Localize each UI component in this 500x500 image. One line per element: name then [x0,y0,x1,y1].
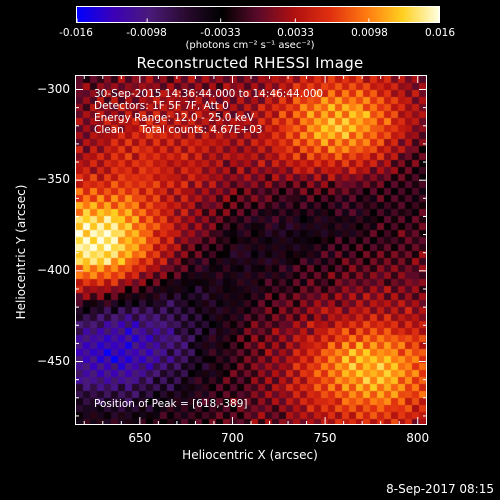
x-tick-label: 650 [128,431,152,445]
colorbar-tick-label: -0.0098 [126,27,167,39]
colorbar-tick-label: 0.016 [424,27,456,39]
x-axis-label: Heliocentric X (arcsec) [182,448,318,462]
annotation-peak-position: Position of Peak = [618,-389] [94,398,248,410]
annotation-time-range: 30-Sep-2015 14:36:44.000 to 14:46:44.000 [94,88,324,100]
y-tick-label: −300 [37,81,70,96]
y-axis-label: Heliocentric Y (arcsec) [14,184,28,320]
x-tick-label: 800 [406,431,430,445]
y-tick-label: −450 [37,353,70,368]
colorbar-gradient [77,7,439,22]
plot-area [75,75,427,425]
annotation-clean-counts: Clean Total counts: 4.67E+03 [94,124,263,136]
colorbar-tick-label: 0.0098 [351,27,388,39]
y-tick-label: −350 [37,172,70,187]
colorbar [76,6,440,23]
x-tick-label: 750 [313,431,337,445]
timestamp: 8-Sep-2017 08:15 [386,482,494,496]
colorbar-tick-label: 0.0033 [277,27,314,39]
annotation-energy-range: Energy Range: 12.0 - 25.0 keV [94,112,255,124]
annotation-detectors: Detectors: 1F 5F 7F, Att 0 [94,100,229,112]
colorbar-tick-label: -0.0033 [200,27,241,39]
y-tick-label: −400 [37,262,70,277]
x-tick-label: 700 [221,431,244,445]
colorbar-tick-label: -0.016 [59,27,93,39]
heatmap-image [76,76,426,424]
chart-title: Reconstructed RHESSI Image [136,54,364,72]
colorbar-tick-marks [77,18,439,22]
y-axis-label-wrap: Heliocentric Y (arcsec) [0,185,106,320]
colorbar-unit-label: (photons cm⁻² s⁻¹ asec⁻²) [185,40,315,51]
